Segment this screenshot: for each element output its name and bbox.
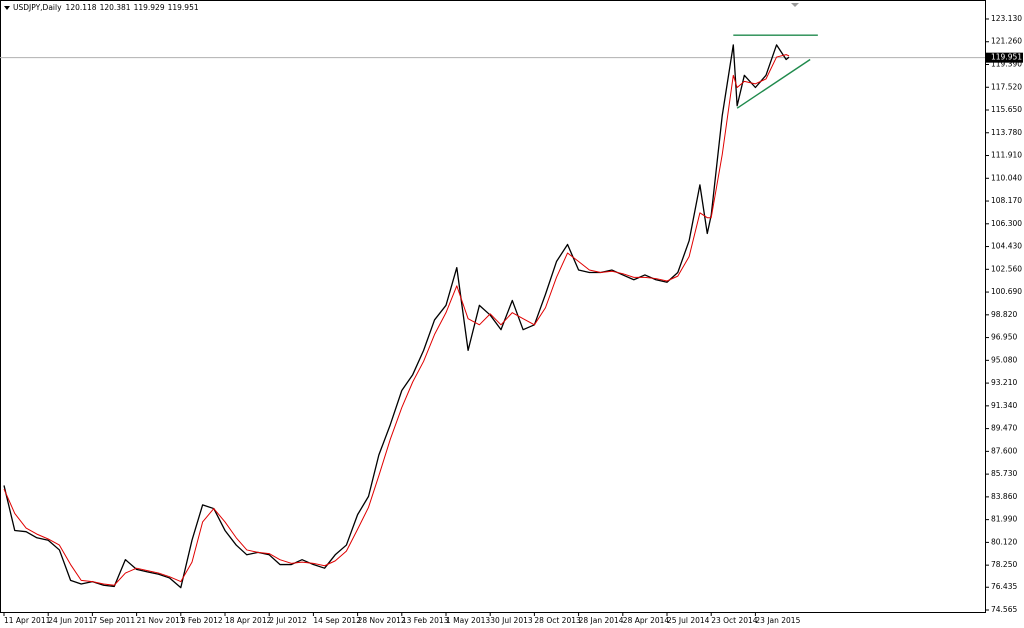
y-tick-label: 85.730 bbox=[991, 469, 1017, 478]
x-tick-label: 24 Jun 2011 bbox=[48, 616, 93, 625]
last-price-label: 119.951 bbox=[991, 53, 1022, 62]
y-tick-label: 117.520 bbox=[991, 82, 1022, 91]
moving-average-line bbox=[3, 54, 790, 586]
x-tick-label: 25 Jul 2014 bbox=[667, 616, 710, 625]
x-tick-label: 28 Jan 2014 bbox=[579, 616, 624, 625]
y-tick-label: 78.250 bbox=[991, 560, 1017, 569]
y-tick-label: 121.260 bbox=[991, 37, 1022, 46]
plot-frame bbox=[0, 0, 986, 613]
x-tick-label: 21 Nov 2011 bbox=[137, 616, 185, 625]
x-tick-label: 30 Jul 2013 bbox=[490, 616, 533, 625]
y-tick-label: 100.690 bbox=[991, 287, 1022, 296]
y-tick-label: 81.990 bbox=[991, 515, 1017, 524]
y-tick-label: 76.435 bbox=[991, 582, 1017, 591]
ohlc-value: 120.381 bbox=[100, 3, 131, 12]
x-tick-label: 3 Feb 2012 bbox=[181, 616, 223, 625]
chart-shift-marker bbox=[791, 3, 799, 7]
y-tick-label: 113.780 bbox=[991, 128, 1022, 137]
x-tick-label: 1 May 2013 bbox=[446, 616, 490, 625]
y-tick-label: 93.210 bbox=[991, 378, 1017, 387]
x-tick-label: 2 Jul 2012 bbox=[269, 616, 307, 625]
y-tick-label: 115.650 bbox=[991, 105, 1022, 114]
y-tick-label: 96.950 bbox=[991, 333, 1017, 342]
y-tick-label: 108.170 bbox=[991, 196, 1022, 205]
x-tick-label: 28 Nov 2012 bbox=[358, 616, 406, 625]
y-tick-label: 80.120 bbox=[991, 537, 1017, 546]
y-tick-label: 104.430 bbox=[991, 242, 1022, 251]
y-tick-label: 74.565 bbox=[991, 605, 1017, 614]
x-tick-label: 23 Jan 2015 bbox=[755, 616, 800, 625]
trendline bbox=[736, 58, 811, 109]
ohlc-value: 119.929 bbox=[134, 3, 165, 12]
y-tick-label: 87.600 bbox=[991, 446, 1017, 455]
y-tick-label: 119.390 bbox=[991, 59, 1022, 68]
last-price-tag bbox=[986, 52, 1023, 63]
ohlc-value: 120.118 bbox=[66, 3, 97, 12]
y-tick-label: 83.860 bbox=[991, 492, 1017, 501]
chart-title: USDJPY,Daily bbox=[13, 3, 62, 12]
price-line bbox=[3, 44, 790, 589]
y-tick-label: 110.040 bbox=[991, 173, 1022, 182]
x-tick-label: 14 Sep 2012 bbox=[313, 616, 361, 625]
x-tick-label: 23 Oct 2014 bbox=[711, 616, 758, 625]
x-tick-label: 11 Apr 2011 bbox=[4, 616, 51, 625]
y-tick-label: 102.560 bbox=[991, 264, 1022, 273]
y-tick-label: 89.470 bbox=[991, 424, 1017, 433]
y-tick-label: 91.340 bbox=[991, 401, 1017, 410]
y-tick-label: 98.820 bbox=[991, 310, 1017, 319]
ohlc-value: 119.951 bbox=[168, 3, 199, 12]
x-tick-label: 28 Apr 2014 bbox=[623, 616, 670, 625]
y-tick-label: 106.300 bbox=[991, 219, 1022, 228]
x-tick-label: 18 Apr 2012 bbox=[225, 616, 272, 625]
y-tick-label: 123.130 bbox=[991, 14, 1022, 23]
y-tick-label: 95.080 bbox=[991, 355, 1017, 364]
y-tick-label: 111.910 bbox=[991, 151, 1022, 160]
symbol-menu-arrow[interactable] bbox=[4, 6, 10, 10]
x-tick-label: 13 Feb 2013 bbox=[402, 616, 449, 625]
x-tick-label: 7 Sep 2011 bbox=[92, 616, 135, 625]
x-tick-label: 28 Oct 2013 bbox=[534, 616, 581, 625]
